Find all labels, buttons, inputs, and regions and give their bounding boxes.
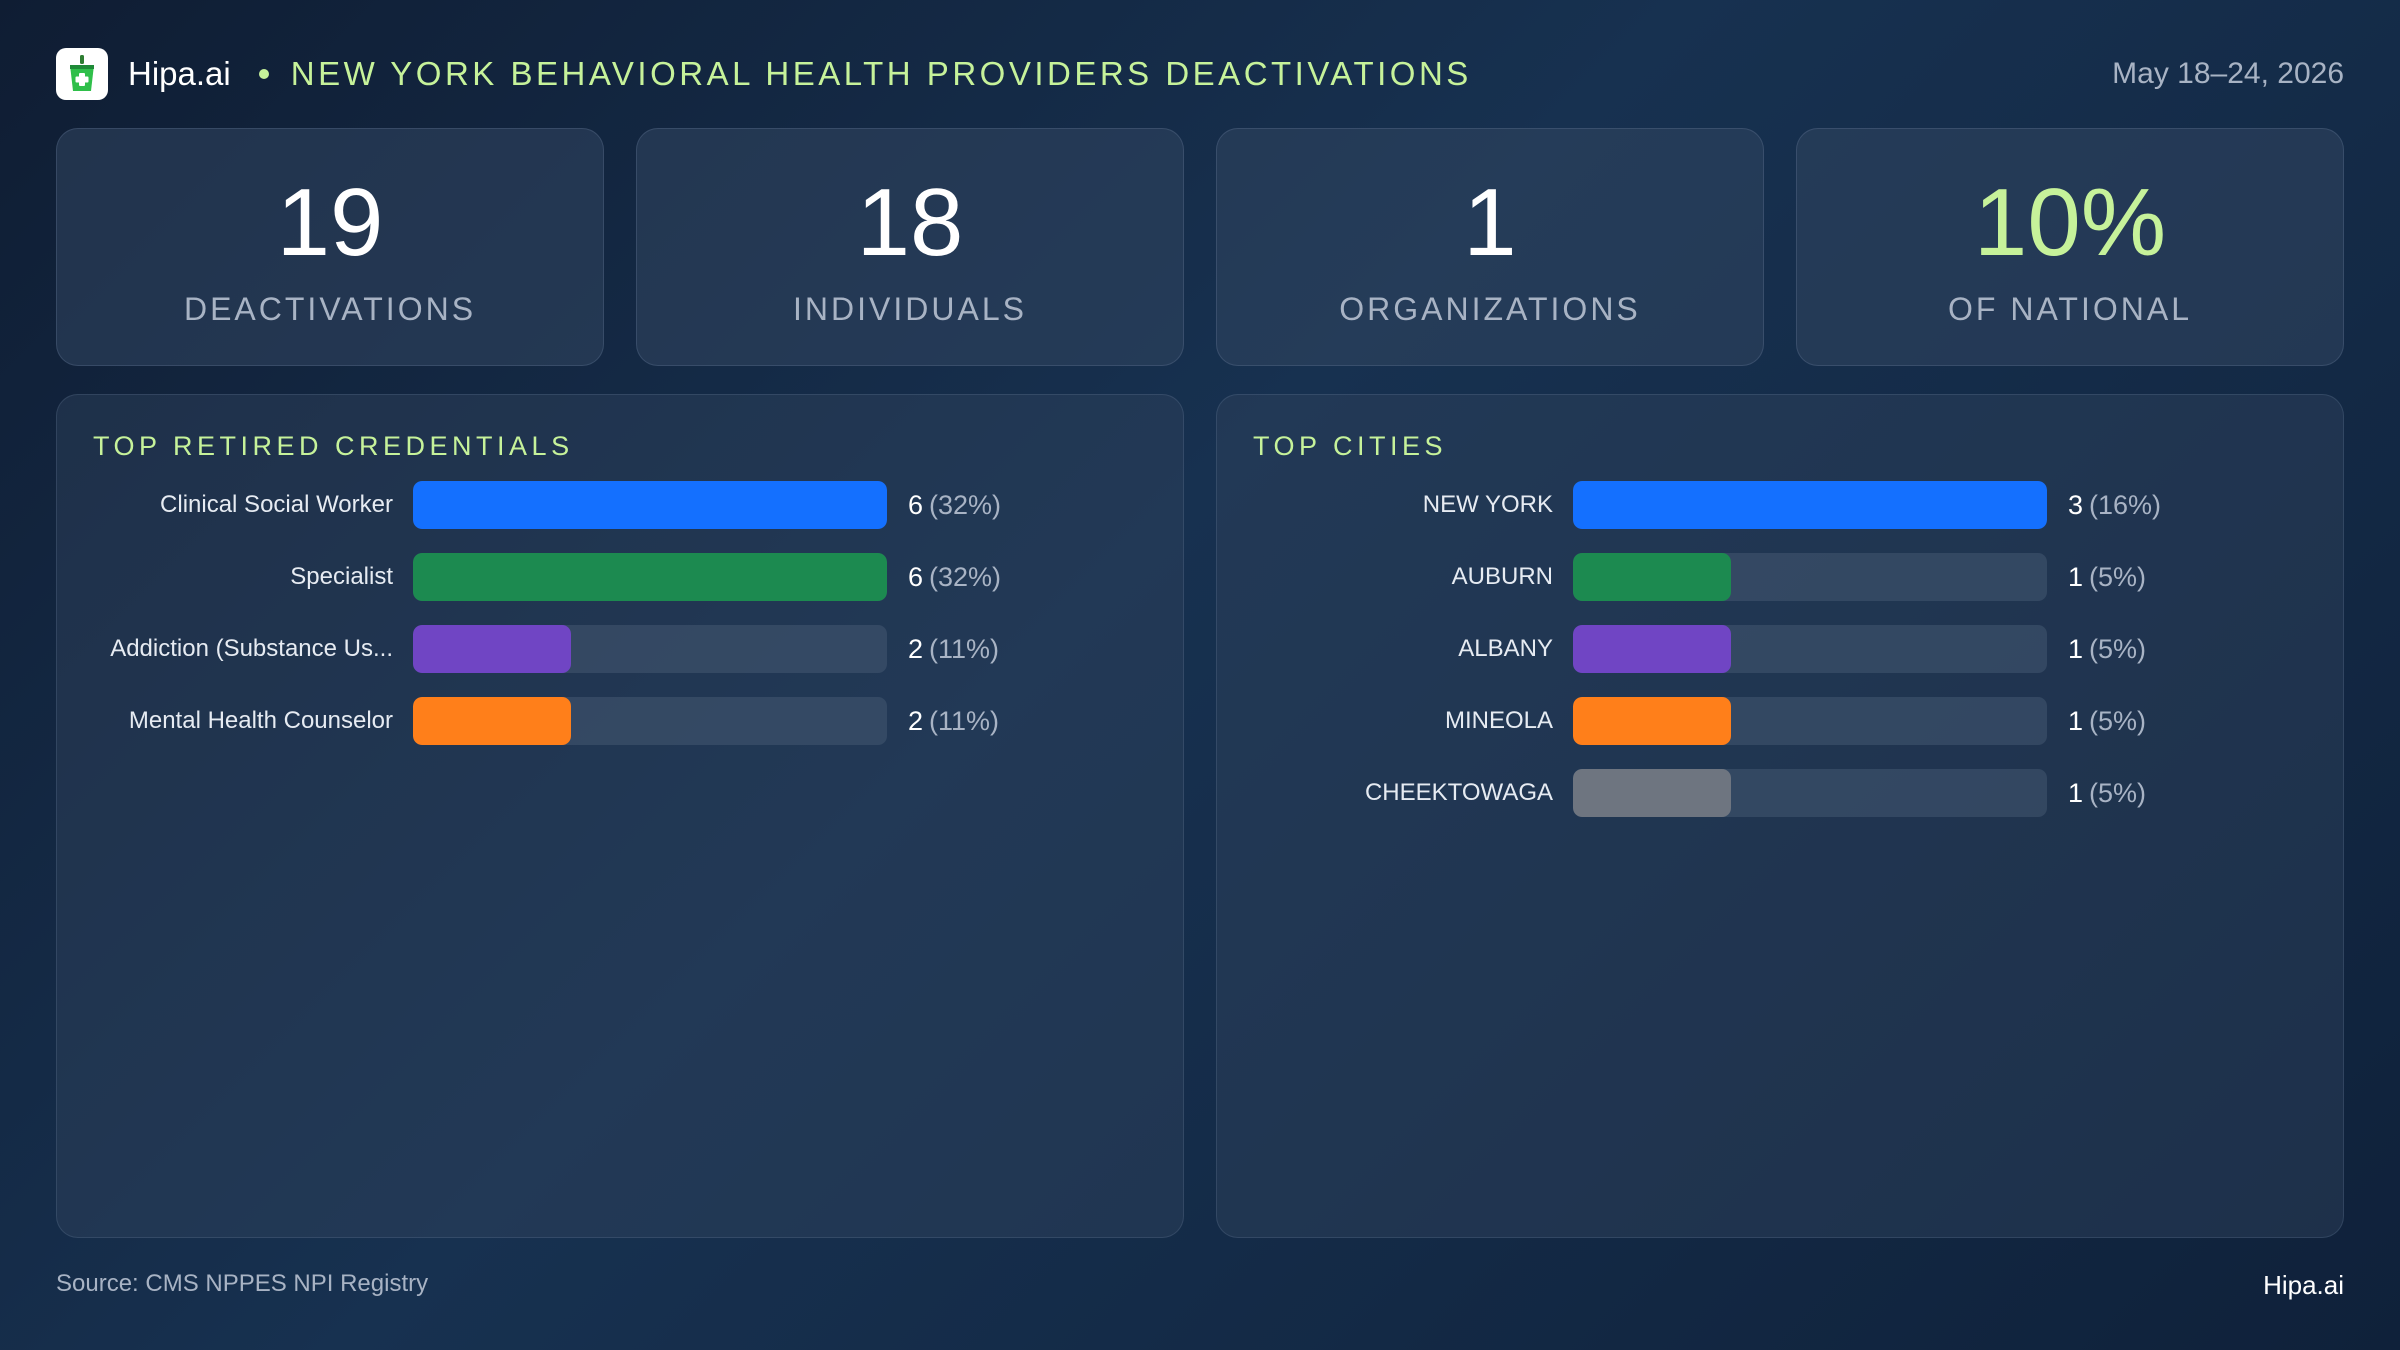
bar-track bbox=[1573, 697, 2047, 745]
bar-track bbox=[413, 481, 887, 529]
bar-category-label: Clinical Social Worker bbox=[160, 491, 393, 518]
cities-panel: TOP CITIES NEW YORK 3 (16%) AUBURN 1 (5%) ALBA… bbox=[1216, 394, 2344, 1238]
credentials-panel: TOP RETIRED CREDENTIALS Clinical Social … bbox=[56, 394, 1184, 1238]
kpi-value: 19 bbox=[276, 168, 384, 276]
bar-value-label: 2 (11%) bbox=[908, 625, 999, 673]
kpi-card-individuals: 18 INDIVIDUALS bbox=[636, 128, 1184, 366]
bar-percent: (5%) bbox=[2089, 634, 2147, 664]
footer-brand: Hipa.ai bbox=[2263, 1270, 2344, 1300]
bar-percent: (5%) bbox=[2089, 706, 2147, 736]
chart-panels: TOP RETIRED CREDENTIALS Clinical Social … bbox=[56, 394, 2344, 1238]
separator-dot bbox=[258, 69, 269, 79]
bar-value: 1 bbox=[2068, 706, 2084, 736]
bar-category-label: NEW YORK bbox=[1422, 491, 1553, 518]
bar-value-label: 6 (32%) bbox=[908, 553, 1001, 601]
kpi-value: 1 bbox=[1463, 168, 1517, 276]
bar-percent: (32%) bbox=[929, 490, 1002, 520]
bar bbox=[1573, 769, 1731, 817]
bar-category-label: Addiction (Substance Us... bbox=[110, 635, 393, 662]
bar-value: 1 bbox=[2068, 562, 2084, 592]
bar-value-label: 1 (5%) bbox=[2068, 697, 2146, 745]
bar-value-label: 1 (5%) bbox=[2068, 625, 2146, 673]
bar-track bbox=[1573, 553, 2047, 601]
bar-track bbox=[1573, 625, 2047, 673]
kpi-label: DEACTIVATIONS bbox=[183, 290, 477, 327]
bar-track bbox=[413, 553, 887, 601]
bar-row: Addiction (Substance Us... 2 (11%) bbox=[57, 625, 1183, 673]
bar-value: 1 bbox=[2068, 778, 2084, 808]
bar-row: AUBURN 1 (5%) bbox=[1217, 553, 2343, 601]
header: Hipa.ai NEW YORK BEHAVIORAL HEALTH PROVI… bbox=[56, 46, 2344, 102]
bar bbox=[1573, 553, 1731, 601]
bar-row: NEW YORK 3 (16%) bbox=[1217, 481, 2343, 529]
bar-value: 1 bbox=[2068, 634, 2084, 664]
bar-category-label: MINEOLA bbox=[1444, 707, 1553, 734]
bar-value-label: 2 (11%) bbox=[908, 697, 999, 745]
bar bbox=[413, 481, 887, 529]
bar-percent: (11%) bbox=[929, 634, 1000, 664]
bar-row: Specialist 6 (32%) bbox=[57, 553, 1183, 601]
source-note: Source: CMS NPPES NPI Registry bbox=[56, 1270, 429, 1297]
bar-row: ALBANY 1 (5%) bbox=[1217, 625, 2343, 673]
bar-track bbox=[1573, 769, 2047, 817]
bar-percent: (32%) bbox=[929, 562, 1002, 592]
kpi-label: INDIVIDUALS bbox=[793, 290, 1027, 327]
kpi-value: 18 bbox=[856, 168, 964, 276]
bar-track bbox=[413, 625, 887, 673]
bar-row: Mental Health Counselor 2 (11%) bbox=[57, 697, 1183, 745]
bar bbox=[413, 553, 887, 601]
bar-category-label: ALBANY bbox=[1458, 635, 1553, 662]
bar-row: Clinical Social Worker 6 (32%) bbox=[57, 481, 1183, 529]
kpi-label: ORGANIZATIONS bbox=[1339, 290, 1641, 327]
bar-value-label: 1 (5%) bbox=[2068, 553, 2146, 601]
bar-percent: (16%) bbox=[2089, 490, 2162, 520]
bar-value-label: 3 (16%) bbox=[2068, 481, 2161, 529]
bar-percent: (5%) bbox=[2089, 778, 2147, 808]
bar-category-label: Specialist bbox=[290, 563, 393, 590]
date-range: May 18–24, 2026 bbox=[2112, 57, 2344, 90]
bar-value: 3 bbox=[2068, 490, 2084, 520]
bar-value-label: 1 (5%) bbox=[2068, 769, 2146, 817]
bar bbox=[1573, 697, 1731, 745]
bar-category-label: AUBURN bbox=[1451, 563, 1553, 590]
bar-value: 2 bbox=[908, 634, 924, 664]
bar bbox=[413, 625, 571, 673]
credentials-bar-chart: Clinical Social Worker 6 (32%) Specialist 6(… bbox=[57, 481, 1183, 769]
bar-value-label: 6 (32%) bbox=[908, 481, 1001, 529]
bar-row: MINEOLA 1 (5%) bbox=[1217, 697, 2343, 745]
bar-value: 2 bbox=[908, 706, 924, 736]
bar bbox=[413, 697, 571, 745]
bar-percent: (11%) bbox=[929, 706, 1000, 736]
bar-value: 6 bbox=[908, 490, 924, 520]
bar-row: CHEEKTOWAGA 1 (5%) bbox=[1217, 769, 2343, 817]
bar-track bbox=[413, 697, 887, 745]
kpi-card-national-share: 10% OF NATIONAL bbox=[1796, 128, 2344, 366]
app-logo-icon bbox=[56, 48, 108, 100]
bar-category-label: Mental Health Counselor bbox=[128, 707, 393, 734]
kpi-card-organizations: 1 ORGANIZATIONS bbox=[1216, 128, 1764, 366]
bar-track bbox=[1573, 481, 2047, 529]
bar bbox=[1573, 481, 2047, 529]
brand-name: Hipa.ai bbox=[128, 55, 231, 92]
kpi-label: OF NATIONAL bbox=[1948, 290, 2192, 327]
bar-value: 6 bbox=[908, 562, 924, 592]
page-title: NEW YORK BEHAVIORAL HEALTH PROVIDERS DEA… bbox=[290, 55, 1472, 92]
credentials-chart-title: TOP RETIRED CREDENTIALS bbox=[93, 431, 574, 461]
cities-chart-title: TOP CITIES bbox=[1253, 431, 1448, 461]
kpi-card-deactivations: 19 DEACTIVATIONS bbox=[56, 128, 604, 366]
cities-bar-chart: NEW YORK 3 (16%) AUBURN 1 (5%) ALBANY 1 (5%) MINE… bbox=[1217, 481, 2343, 841]
kpi-row: 19 DEACTIVATIONS 18 INDIVIDUALS 1 ORGANI… bbox=[56, 128, 2344, 366]
bar-category-label: CHEEKTOWAGA bbox=[1364, 779, 1553, 806]
bar-percent: (5%) bbox=[2089, 562, 2147, 592]
bar bbox=[1573, 625, 1731, 673]
kpi-value: 10% bbox=[1973, 168, 2167, 276]
